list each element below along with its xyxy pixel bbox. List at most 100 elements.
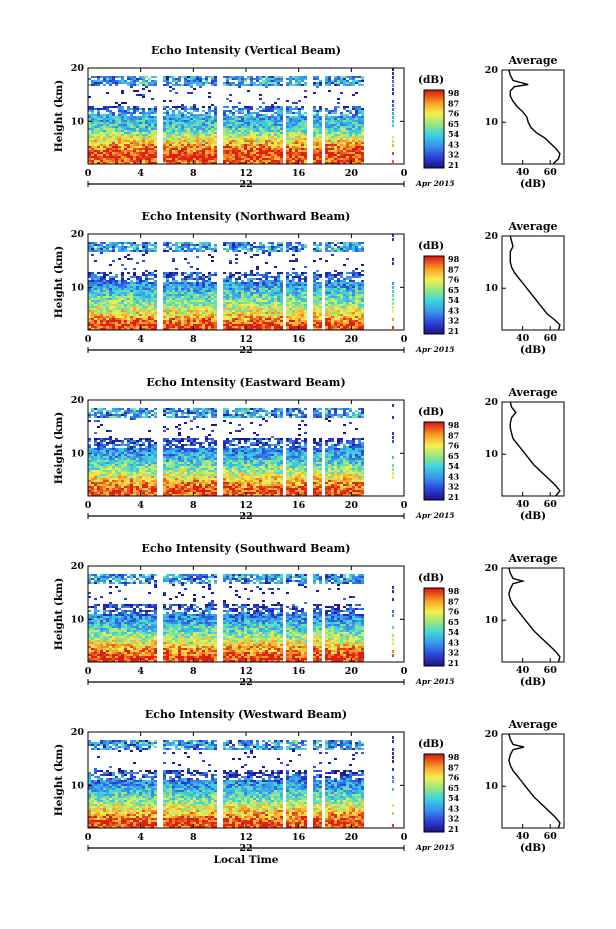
- heatmap-cell: [229, 276, 232, 278]
- heatmap-cell: [106, 292, 109, 294]
- heatmap-cell: [229, 296, 232, 298]
- heatmap-cell: [103, 272, 106, 274]
- heatmap-cell: [343, 76, 346, 78]
- heatmap-cell: [154, 130, 157, 132]
- heatmap-cell: [262, 102, 265, 104]
- heatmap-cell: [184, 286, 187, 288]
- heatmap-cell: [193, 134, 196, 136]
- heatmap-cell: [392, 120, 394, 123]
- heatmap-cell: [268, 306, 271, 308]
- heatmap-cell: [256, 118, 259, 120]
- heatmap-cell: [274, 278, 277, 280]
- heatmap-cell: [187, 150, 190, 152]
- heatmap-cell: [184, 322, 187, 324]
- heatmap-cell: [172, 88, 175, 90]
- heatmap-cell: [184, 310, 187, 312]
- heatmap-cell: [100, 296, 103, 298]
- heatmap-cell: [301, 144, 304, 146]
- heatmap-cell: [124, 300, 127, 302]
- heatmap-cell: [253, 274, 256, 276]
- heatmap-cell: [295, 158, 298, 160]
- heatmap-cell: [97, 140, 100, 142]
- heatmap-cell: [184, 312, 187, 314]
- heatmap-cell: [127, 138, 130, 140]
- heatmap-cell: [301, 154, 304, 156]
- heatmap-cell: [130, 140, 133, 142]
- heatmap-cell: [118, 140, 121, 142]
- heatmap-cell: [124, 286, 127, 288]
- heatmap-cell: [127, 134, 130, 136]
- heatmap-cell: [199, 300, 202, 302]
- heatmap-cell: [148, 318, 151, 320]
- heatmap-cell: [199, 290, 202, 292]
- heatmap-cell: [298, 124, 301, 126]
- heatmap-cell: [208, 290, 211, 292]
- heatmap-cell: [256, 272, 259, 274]
- heatmap-cell: [268, 246, 271, 248]
- heatmap-cell: [148, 316, 151, 318]
- heatmap-cell: [91, 302, 94, 304]
- heatmap-cell: [97, 122, 100, 124]
- heatmap-cell: [142, 294, 145, 296]
- heatmap-cell: [250, 298, 253, 300]
- heatmap-cell: [103, 250, 106, 252]
- heatmap-cell: [202, 292, 205, 294]
- heatmap-cell: [229, 148, 232, 150]
- heatmap-cell: [139, 82, 142, 84]
- heatmap-cell: [91, 250, 94, 252]
- heatmap-cell: [154, 82, 157, 84]
- heatmap-cell: [166, 286, 169, 288]
- heatmap-cell: [265, 146, 268, 148]
- heatmap-cell: [154, 116, 157, 118]
- heatmap-cell: [127, 316, 130, 318]
- heatmap-cell: [274, 318, 277, 320]
- heatmap-cell: [175, 84, 178, 86]
- heatmap-cell: [328, 126, 331, 128]
- heatmap-cell: [127, 160, 130, 162]
- heatmap-cell: [229, 140, 232, 142]
- heatmap-cell: [256, 294, 259, 296]
- heatmap-cell: [343, 144, 346, 146]
- heatmap-cell: [100, 300, 103, 302]
- heatmap-cell: [163, 292, 166, 294]
- heatmap-cell: [343, 132, 346, 134]
- heatmap-cell: [115, 304, 118, 306]
- heatmap-cell: [289, 274, 292, 276]
- heatmap-cell: [127, 118, 130, 120]
- heatmap-cell: [256, 314, 259, 316]
- heatmap-cell: [208, 282, 211, 284]
- heatmap-cell: [163, 140, 166, 142]
- heatmap-cell: [169, 138, 172, 140]
- heatmap-cell: [274, 112, 277, 114]
- heatmap-cell: [142, 112, 145, 114]
- heatmap-cell: [91, 304, 94, 306]
- heatmap-cell: [115, 284, 118, 286]
- heatmap-cell: [259, 302, 262, 304]
- heatmap-cell: [205, 146, 208, 148]
- heatmap-cell: [133, 316, 136, 318]
- heatmap-cell: [169, 86, 172, 88]
- heatmap-cell: [280, 148, 283, 150]
- heatmap-cell: [100, 244, 103, 246]
- heatmap-cell: [298, 136, 301, 138]
- heatmap-cell: [244, 142, 247, 144]
- heatmap-cell: [214, 272, 217, 274]
- heatmap-cell: [211, 306, 214, 308]
- heatmap-cell: [196, 114, 199, 116]
- heatmap-cell: [253, 112, 256, 114]
- heatmap-cell: [271, 296, 274, 298]
- heatmap-cell: [274, 118, 277, 120]
- heatmap-cell: [205, 132, 208, 134]
- heatmap-cell: [352, 160, 355, 162]
- heatmap-cell: [232, 250, 235, 252]
- heatmap-cell: [331, 136, 334, 138]
- heatmap-cell: [112, 286, 115, 288]
- heatmap-cell: [268, 300, 271, 302]
- heatmap-cell: [184, 146, 187, 148]
- heatmap-cell: [304, 298, 307, 300]
- heatmap-cell: [271, 284, 274, 286]
- heatmap-cell: [118, 288, 121, 290]
- heatmap-cell: [94, 288, 97, 290]
- heatmap-cell: [91, 254, 94, 256]
- heatmap-cell: [184, 128, 187, 130]
